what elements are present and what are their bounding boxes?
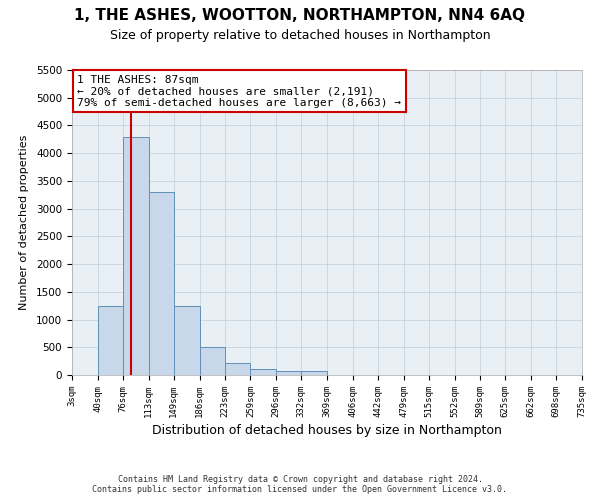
X-axis label: Distribution of detached houses by size in Northampton: Distribution of detached houses by size … [152, 424, 502, 437]
Bar [301, 371, 327, 375]
Y-axis label: Number of detached properties: Number of detached properties [19, 135, 29, 310]
Bar [250, 370, 276, 375]
Text: Contains HM Land Registry data © Crown copyright and database right 2024.
Contai: Contains HM Land Registry data © Crown c… [92, 474, 508, 494]
Text: 1, THE ASHES, WOOTTON, NORTHAMPTON, NN4 6AQ: 1, THE ASHES, WOOTTON, NORTHAMPTON, NN4 … [74, 8, 526, 22]
Bar [225, 363, 250, 375]
Bar [276, 371, 301, 375]
Bar [174, 306, 199, 375]
Bar [199, 348, 225, 375]
Text: Size of property relative to detached houses in Northampton: Size of property relative to detached ho… [110, 30, 490, 43]
Bar [149, 192, 174, 375]
Text: 1 THE ASHES: 87sqm
← 20% of detached houses are smaller (2,191)
79% of semi-deta: 1 THE ASHES: 87sqm ← 20% of detached hou… [77, 74, 401, 108]
Bar [98, 306, 123, 375]
Bar [123, 136, 149, 375]
